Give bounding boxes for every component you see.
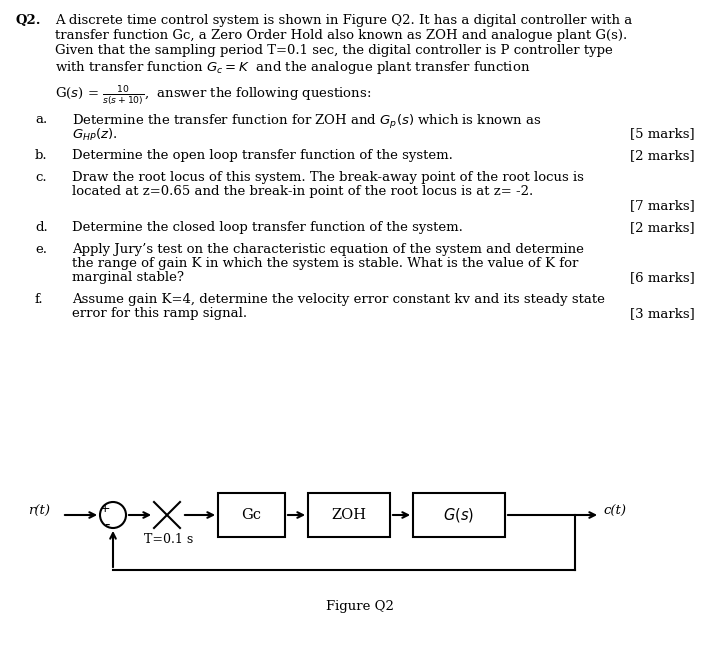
Text: c.: c. [35, 171, 47, 184]
FancyBboxPatch shape [413, 493, 505, 537]
FancyBboxPatch shape [308, 493, 390, 537]
Text: c(t): c(t) [603, 504, 626, 517]
Text: marginal stable?: marginal stable? [72, 271, 184, 284]
Text: [6 marks]: [6 marks] [630, 271, 695, 284]
Text: Figure Q2: Figure Q2 [326, 600, 394, 613]
Text: d.: d. [35, 221, 48, 234]
Text: Draw the root locus of this system. The break-away point of the root locus is: Draw the root locus of this system. The … [72, 171, 584, 184]
Text: Determine the open loop transfer function of the system.: Determine the open loop transfer functio… [72, 149, 453, 162]
Text: T=0.1 s: T=0.1 s [145, 533, 194, 546]
Text: e.: e. [35, 243, 47, 256]
Text: [7 marks]: [7 marks] [630, 199, 695, 212]
Text: +: + [99, 502, 110, 515]
Text: transfer function Gc, a Zero Order Hold also known as ZOH and analogue plant G(s: transfer function Gc, a Zero Order Hold … [55, 29, 627, 42]
Text: Assume gain K=4, determine the velocity error constant kv and its steady state: Assume gain K=4, determine the velocity … [72, 293, 605, 306]
Text: f.: f. [35, 293, 44, 306]
Text: [5 marks]: [5 marks] [631, 127, 695, 140]
Text: Given that the sampling period T=0.1 sec, the digital controller is P controller: Given that the sampling period T=0.1 sec… [55, 44, 613, 57]
Text: ZOH: ZOH [331, 508, 366, 522]
Text: [2 marks]: [2 marks] [631, 149, 695, 162]
Text: b.: b. [35, 149, 48, 162]
Text: A discrete time control system is shown in Figure Q2. It has a digital controlle: A discrete time control system is shown … [55, 14, 632, 27]
Text: $G(s)$: $G(s)$ [444, 506, 474, 524]
Text: Q2.: Q2. [15, 14, 40, 27]
Text: G($s$) = $\frac{10}{s(s+10)}$,  answer the following questions:: G($s$) = $\frac{10}{s(s+10)}$, answer th… [55, 84, 372, 108]
Text: Determine the closed loop transfer function of the system.: Determine the closed loop transfer funct… [72, 221, 463, 234]
Text: [3 marks]: [3 marks] [630, 307, 695, 320]
Text: error for this ramp signal.: error for this ramp signal. [72, 307, 247, 320]
Text: a.: a. [35, 113, 48, 126]
Text: $G_{HP}(z)$.: $G_{HP}(z)$. [72, 127, 117, 143]
Text: with transfer function $G_c = K$  and the analogue plant transfer function: with transfer function $G_c = K$ and the… [55, 59, 530, 76]
Text: -: - [104, 517, 109, 531]
Text: the range of gain K in which the system is stable. What is the value of K for: the range of gain K in which the system … [72, 257, 578, 270]
Text: Apply Jury’s test on the characteristic equation of the system and determine: Apply Jury’s test on the characteristic … [72, 243, 584, 256]
FancyBboxPatch shape [218, 493, 285, 537]
Text: Determine the transfer function for ZOH and $G_p(s)$ which is known as: Determine the transfer function for ZOH … [72, 113, 541, 131]
Text: Gc: Gc [241, 508, 261, 522]
Text: r(t): r(t) [28, 504, 50, 517]
Text: located at z=0.65 and the break-in point of the root locus is at z= -2.: located at z=0.65 and the break-in point… [72, 185, 534, 198]
Text: [2 marks]: [2 marks] [631, 221, 695, 234]
